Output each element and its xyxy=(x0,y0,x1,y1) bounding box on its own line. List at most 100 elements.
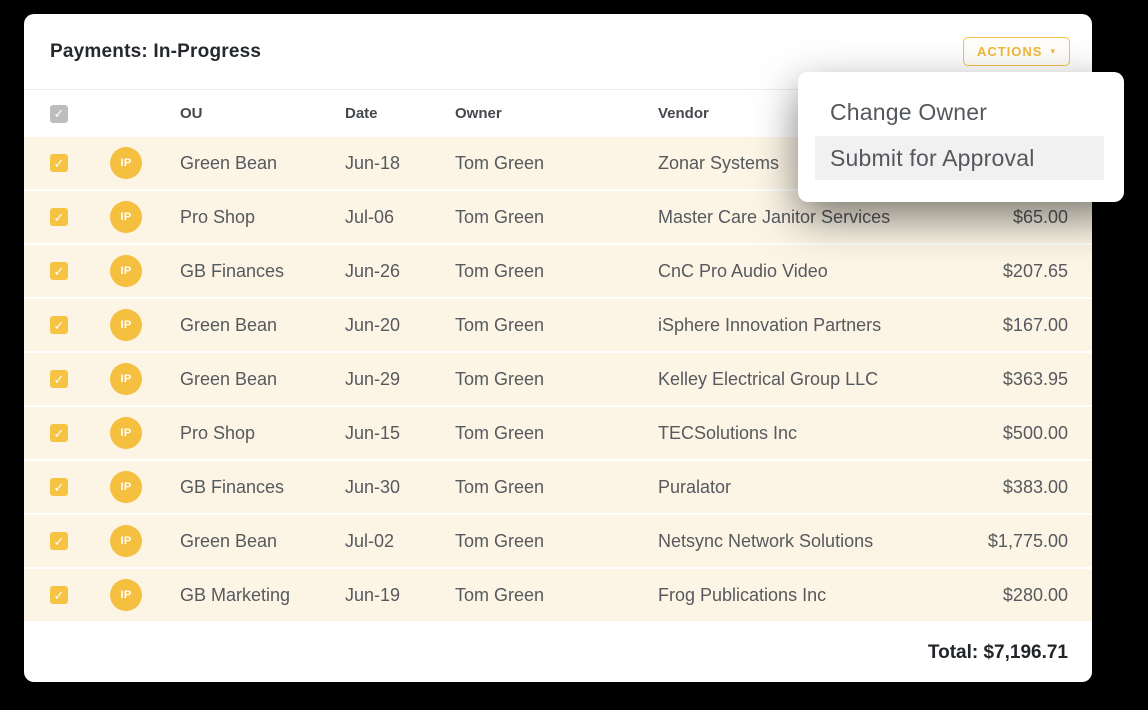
in-progress-badge: IP xyxy=(110,255,142,287)
row-status-cell: IP xyxy=(110,525,180,557)
row-amount: $65.00 xyxy=(1012,206,1068,227)
row-vendor: Master Care Janitor Services xyxy=(658,206,891,227)
checkmark-icon: ✓ xyxy=(53,479,65,495)
row-checkbox[interactable]: ✓ xyxy=(50,478,68,496)
table-row[interactable]: ✓ IP GB Marketing Jun-19 Tom Green Frog … xyxy=(24,569,1092,621)
row-vendor: TECSolutions Inc xyxy=(658,422,798,443)
table-row[interactable]: ✓ IP Green Bean Jun-20 Tom Green iSphere… xyxy=(24,299,1092,351)
in-progress-badge: IP xyxy=(110,363,142,395)
row-ou: GB Marketing xyxy=(180,584,291,605)
column-header-vendor: Vendor xyxy=(658,105,709,122)
row-status-cell: IP xyxy=(110,147,180,179)
row-vendor: CnC Pro Audio Video xyxy=(658,260,828,281)
checkmark-icon: ✓ xyxy=(53,106,65,121)
table-row[interactable]: ✓ IP Green Bean Jul-02 Tom Green Netsync… xyxy=(24,515,1092,567)
row-amount: $207.65 xyxy=(1002,260,1068,281)
table-row[interactable]: ✓ IP GB Finances Jun-30 Tom Green Purala… xyxy=(24,461,1092,513)
row-date: Jun-26 xyxy=(345,260,401,281)
in-progress-badge: IP xyxy=(110,525,142,557)
row-checkbox[interactable]: ✓ xyxy=(50,154,68,172)
row-checkbox[interactable]: ✓ xyxy=(50,316,68,334)
row-vendor: Puralator xyxy=(658,476,732,497)
row-amount: $383.00 xyxy=(1002,476,1068,497)
checkmark-icon: ✓ xyxy=(53,209,65,225)
in-progress-badge: IP xyxy=(110,201,142,233)
row-checkbox[interactable]: ✓ xyxy=(50,370,68,388)
table-row[interactable]: ✓ IP GB Finances Jun-26 Tom Green CnC Pr… xyxy=(24,245,1092,297)
row-owner: Tom Green xyxy=(455,530,545,551)
checkmark-icon: ✓ xyxy=(53,533,65,549)
row-select-cell: ✓ xyxy=(50,154,110,172)
row-date: Jun-30 xyxy=(345,476,401,497)
row-owner: Tom Green xyxy=(455,314,545,335)
row-owner: Tom Green xyxy=(455,476,545,497)
row-date: Jun-29 xyxy=(345,368,401,389)
row-select-cell: ✓ xyxy=(50,424,110,442)
row-ou: GB Finances xyxy=(180,260,285,281)
row-date: Jul-06 xyxy=(345,206,395,227)
row-select-cell: ✓ xyxy=(50,262,110,280)
row-status-cell: IP xyxy=(110,363,180,395)
row-vendor: Frog Publications Inc xyxy=(658,584,827,605)
actions-dropdown-menu: Change Owner Submit for Approval xyxy=(798,72,1124,202)
row-date: Jun-19 xyxy=(345,584,401,605)
row-date: Jun-20 xyxy=(345,314,401,335)
checkmark-icon: ✓ xyxy=(53,263,65,279)
checkmark-icon: ✓ xyxy=(53,425,65,441)
row-ou: Green Bean xyxy=(180,368,278,389)
row-date: Jul-02 xyxy=(345,530,395,551)
actions-button-label: ACTIONS xyxy=(976,44,1043,59)
menu-item-submit-for-approval[interactable]: Submit for Approval xyxy=(815,136,1104,180)
table-body: ✓ IP Green Bean Jun-18 Tom Green Zonar S… xyxy=(24,137,1092,621)
row-checkbox[interactable]: ✓ xyxy=(50,586,68,604)
row-select-cell: ✓ xyxy=(50,532,110,550)
row-checkbox[interactable]: ✓ xyxy=(50,532,68,550)
row-select-cell: ✓ xyxy=(50,208,110,226)
row-vendor: Kelley Electrical Group LLC xyxy=(658,368,879,389)
checkmark-icon: ✓ xyxy=(53,155,65,171)
row-owner: Tom Green xyxy=(455,152,545,173)
select-all-cell: ✓ xyxy=(50,104,110,123)
menu-item-change-owner[interactable]: Change Owner xyxy=(830,98,988,125)
row-status-cell: IP xyxy=(110,417,180,449)
in-progress-badge: IP xyxy=(110,579,142,611)
table-row[interactable]: ✓ IP Pro Shop Jun-15 Tom Green TECSoluti… xyxy=(24,407,1092,459)
total-bar: Total: $7,196.71 xyxy=(24,623,1092,683)
row-amount: $500.00 xyxy=(1002,422,1068,443)
row-vendor: iSphere Innovation Partners xyxy=(658,314,882,335)
select-all-checkbox[interactable]: ✓ xyxy=(50,104,68,123)
row-owner: Tom Green xyxy=(455,206,545,227)
row-ou: Green Bean xyxy=(180,314,278,335)
row-owner: Tom Green xyxy=(455,260,545,281)
row-status-cell: IP xyxy=(110,309,180,341)
chevron-down-icon: ▾ xyxy=(1050,46,1056,56)
row-status-cell: IP xyxy=(110,579,180,611)
row-checkbox[interactable]: ✓ xyxy=(50,208,68,226)
checkmark-icon: ✓ xyxy=(53,371,65,387)
in-progress-badge: IP xyxy=(110,309,142,341)
row-amount: $167.00 xyxy=(1002,314,1068,335)
row-ou: Green Bean xyxy=(180,530,278,551)
row-vendor: Zonar Systems xyxy=(658,152,780,173)
table-row[interactable]: ✓ IP Green Bean Jun-29 Tom Green Kelley … xyxy=(24,353,1092,405)
checkmark-icon: ✓ xyxy=(53,317,65,333)
in-progress-badge: IP xyxy=(110,147,142,179)
table-header-row: ✓ OU Date Owner Vendor xyxy=(24,90,1092,137)
actions-button[interactable]: ACTIONS ▾ xyxy=(962,37,1070,66)
row-date: Jun-15 xyxy=(345,422,401,443)
row-ou: GB Finances xyxy=(180,476,285,497)
row-ou: Green Bean xyxy=(180,152,278,173)
row-checkbox[interactable]: ✓ xyxy=(50,262,68,280)
row-status-cell: IP xyxy=(110,201,180,233)
column-header-ou: OU xyxy=(180,105,203,122)
row-select-cell: ✓ xyxy=(50,316,110,334)
row-checkbox[interactable]: ✓ xyxy=(50,424,68,442)
row-status-cell: IP xyxy=(110,255,180,287)
row-date: Jun-18 xyxy=(345,152,401,173)
row-owner: Tom Green xyxy=(455,368,545,389)
row-amount: $1,775.00 xyxy=(987,530,1068,551)
checkmark-icon: ✓ xyxy=(53,587,65,603)
column-header-date: Date xyxy=(345,105,378,122)
row-select-cell: ✓ xyxy=(50,370,110,388)
row-owner: Tom Green xyxy=(455,584,545,605)
